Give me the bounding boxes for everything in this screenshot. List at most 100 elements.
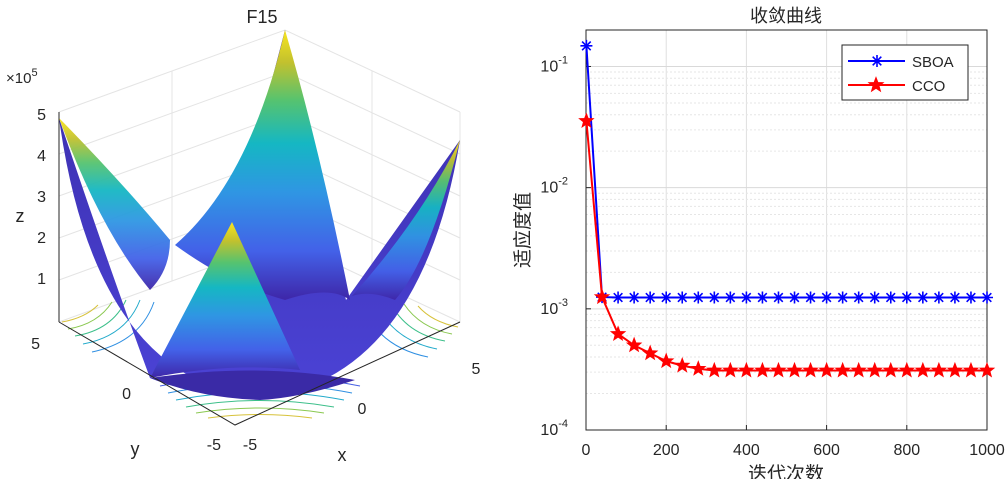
data-point (964, 290, 978, 305)
data-point (962, 361, 980, 378)
data-point (691, 290, 706, 305)
convergence-plot: 收敛曲线 0 200 400 600 800 1000 10-410-310-210-1 … (512, 6, 1005, 479)
x-ticks: 0 200 400 600 800 1000 (582, 425, 1005, 459)
data-point (706, 361, 723, 378)
z-tick-label: 5 (37, 107, 46, 124)
data-point (611, 290, 625, 305)
data-point (835, 290, 850, 305)
surface-plot: F15 (6, 7, 481, 465)
data-point (578, 112, 595, 128)
y-tick-label: 10-2 (540, 176, 568, 197)
data-point (948, 290, 962, 305)
data-point (609, 325, 627, 341)
data-point (898, 361, 916, 378)
data-point (980, 290, 994, 305)
y-axis-label: 适应度值 (512, 192, 534, 268)
legend-marker-cco (867, 76, 885, 93)
x-tick-label: 5 (472, 361, 481, 378)
data-point (723, 290, 738, 305)
data-point (803, 290, 818, 305)
data-point (786, 361, 803, 378)
convergence-title: 收敛曲线 (750, 6, 822, 27)
data-point (625, 336, 643, 353)
data-point (771, 290, 786, 305)
series-cco (578, 112, 996, 378)
x-tick-label: -5 (243, 437, 257, 454)
legend-label-cco: CCO (912, 78, 945, 95)
z-axis-label: z (16, 206, 25, 226)
series-sboa (579, 39, 994, 305)
data-point (883, 290, 898, 305)
data-point (739, 290, 754, 305)
data-point (978, 361, 996, 378)
legend-label-sboa: SBOA (912, 54, 954, 71)
data-point (659, 290, 674, 305)
data-point (738, 361, 755, 378)
y-ticks: 10-4 10-3 10-2 10-1 (540, 54, 591, 439)
data-point (643, 290, 657, 305)
y-axis-3d: 5 0 -5 y (31, 336, 221, 459)
x-axis-label: 迭代次数 (748, 463, 824, 479)
data-point (882, 361, 899, 378)
surface-axes-box (58, 112, 461, 426)
data-point (850, 361, 867, 378)
z-tick-label: 1 (37, 271, 46, 288)
data-point (867, 290, 882, 305)
z-tick-label: 4 (37, 148, 46, 165)
legend: SBOA CCO (841, 44, 969, 101)
series-layer (578, 39, 996, 378)
surface-title: F15 (246, 7, 277, 27)
legend-marker-sboa (870, 54, 884, 68)
y-tick-label: 0 (122, 386, 131, 403)
y-tick-label: 5 (31, 336, 40, 353)
data-point (707, 290, 722, 305)
y-tick-label: -5 (207, 437, 221, 454)
z-axis: 1 2 3 4 5 z ×105 (6, 67, 46, 288)
plot-grid (585, 30, 988, 431)
data-point (722, 361, 739, 378)
data-point (914, 361, 932, 378)
x-tick-label: 600 (813, 442, 840, 459)
data-point (579, 39, 594, 53)
data-point (657, 352, 675, 369)
y-tick-label: 10-1 (540, 54, 568, 75)
data-point (930, 361, 948, 378)
x-tick-label: 800 (893, 442, 920, 459)
z-tick-label: 2 (37, 230, 46, 247)
series-line-cco (585, 120, 987, 372)
x-tick-label: 400 (733, 442, 760, 459)
x-axis-3d: -5 0 5 x (243, 361, 481, 465)
plot-frame (585, 29, 988, 431)
data-point (819, 290, 834, 305)
y-axis-label: y (131, 439, 140, 459)
data-point (675, 290, 690, 305)
x-tick-label: 0 (358, 401, 367, 418)
z-exponent: ×105 (6, 67, 38, 87)
y-tick-label: 10-4 (540, 418, 568, 439)
data-point (755, 290, 770, 305)
data-point (818, 361, 835, 378)
data-point (834, 361, 851, 378)
data-point (593, 288, 611, 305)
x-tick-label: 0 (582, 442, 591, 459)
data-point (627, 290, 641, 305)
data-point (866, 361, 883, 378)
data-point (851, 290, 866, 305)
z-tick-label: 3 (37, 189, 46, 206)
x-tick-label: 1000 (969, 442, 1005, 459)
y-tick-label: 10-3 (540, 297, 568, 318)
data-point (787, 290, 802, 305)
data-point (754, 361, 771, 378)
data-point (899, 290, 914, 305)
data-point (770, 361, 787, 378)
data-point (641, 344, 659, 361)
legend-box (841, 44, 969, 101)
data-point (690, 360, 707, 376)
data-point (916, 290, 930, 305)
surface-mesh (59, 30, 460, 400)
data-point (946, 361, 964, 378)
data-point (674, 356, 691, 373)
x-tick-label: 200 (653, 442, 680, 459)
data-point (932, 290, 946, 305)
